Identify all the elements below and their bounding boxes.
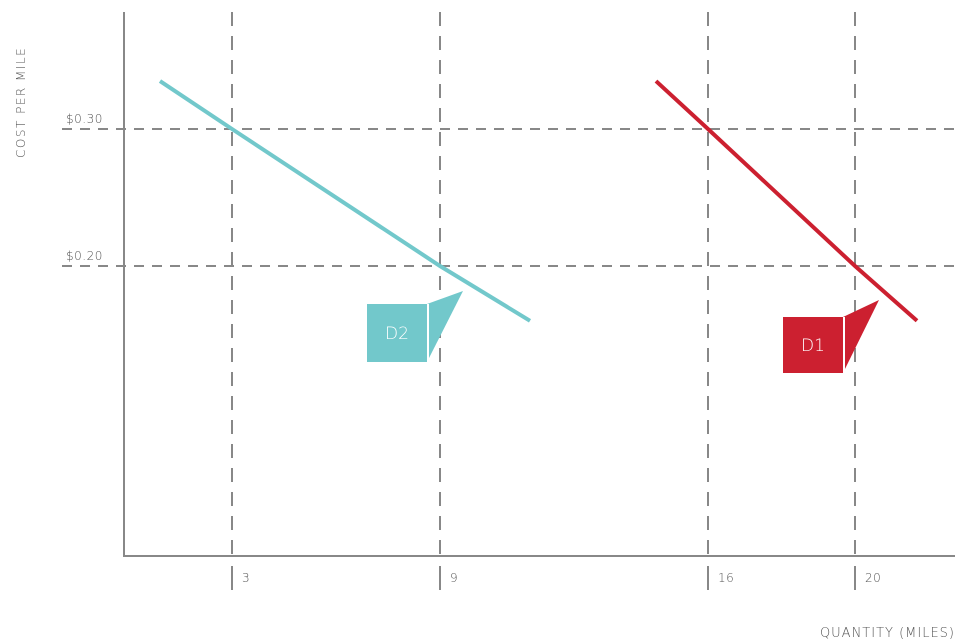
x-tick-label-1: 9 [450, 571, 458, 585]
axes [123, 12, 955, 557]
y-axis-label: COST PER MILE [14, 47, 28, 158]
y-tick-label-1: $0.20 [66, 249, 103, 263]
series-line-d2 [158, 79, 532, 323]
x-tick-label-3: 20 [865, 571, 881, 585]
callout-box-d2 [367, 304, 427, 362]
callout-pointer-d1 [843, 300, 879, 373]
tick-labels: $0.30 $0.20 3 9 16 20 [66, 112, 881, 590]
y-tick-label-0: $0.30 [66, 112, 103, 126]
x-tick-label-2: 16 [718, 571, 734, 585]
callouts: D2 D1 [367, 291, 879, 373]
x-axis-label: QUANTITY (MILES) [820, 626, 955, 641]
callout-d2: D2 [367, 291, 463, 362]
callout-pointer-d2 [427, 291, 463, 362]
callout-label-d2: D2 [385, 324, 409, 344]
series-line-d1 [654, 79, 919, 323]
x-tick-label-0: 3 [242, 571, 250, 585]
callout-d1: D1 [783, 300, 879, 373]
callout-label-d1: D1 [801, 336, 825, 356]
callout-box-d1 [783, 317, 843, 373]
gridlines [62, 12, 955, 556]
series-lines [158, 79, 919, 323]
